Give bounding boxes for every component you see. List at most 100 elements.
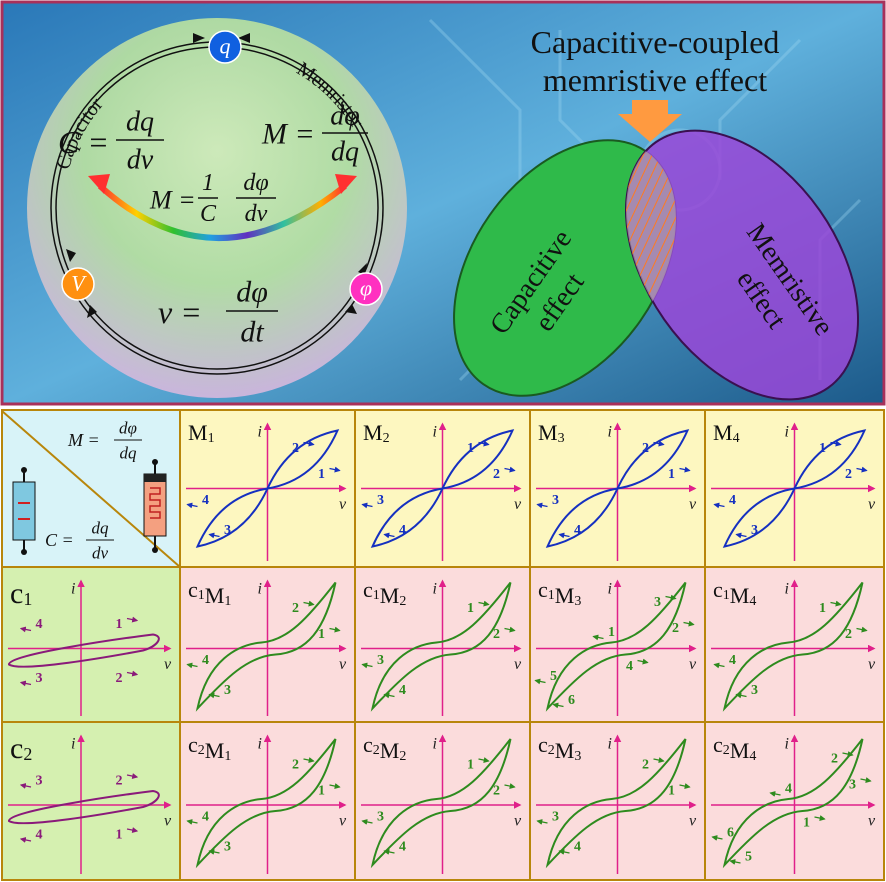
branch-number: 3 [751,683,758,698]
branch-number: 1 [318,467,325,482]
branch-arrow [361,502,373,509]
branch-arrow [186,818,198,825]
voltage-axis-label: v [689,813,697,830]
branch-arrow [504,466,516,473]
label-main: c [188,577,198,602]
current-axis-label: i [258,736,262,753]
branch-arrow [126,670,139,677]
label-main: c [713,732,723,757]
branch-number: 3 [36,774,43,789]
branch-arrow [856,466,868,473]
node-v-label: V [71,271,87,296]
branch-number: 1 [608,625,615,640]
current-axis-label: i [433,581,437,598]
branch-arrow [504,783,516,790]
label-main: c [363,577,373,602]
branch-number: 6 [727,826,734,841]
eq-lhs: v = [158,294,202,330]
voltage-axis-label: v [164,656,172,673]
branch-number: 2 [493,784,500,799]
branch-arrow [558,848,570,855]
cell-label: c1M3 [538,577,581,609]
branch-arrow [536,818,548,825]
branch-arrow [478,600,490,607]
voltage-axis-label: v [689,656,697,673]
current-axis-label: i [71,736,75,753]
branch-arrow [186,662,198,669]
cell-label: M2 [363,420,390,446]
branch-number: 4 [202,810,209,825]
cell-label: c2M4 [713,732,756,764]
voltage-axis-label: v [514,813,522,830]
eq-num: dφ [243,170,268,196]
branch-number: 3 [377,810,384,825]
label-main: c [538,577,548,602]
iv-curve [370,581,512,712]
eq-den: dv [245,201,268,227]
branch-arrow [536,502,548,509]
eq-memristor: M = dφ dq [261,101,368,168]
branch-arrow [383,848,395,855]
branch-arrow [19,836,32,843]
eq-num: dφ [119,419,137,438]
branch-number: 2 [642,441,649,456]
branch-number: 3 [552,493,559,508]
branch-arrow [329,783,341,790]
branch-number: 3 [224,683,231,698]
eq-num: dφ [330,101,360,132]
branch-number: 4 [202,493,209,508]
branch-number: 2 [292,758,299,773]
branch-arrow [637,658,649,665]
branch-number: 4 [399,523,406,538]
branch-number: 2 [292,601,299,616]
node-v [61,267,95,301]
voltage-axis-label: v [689,496,697,513]
label-main: M [713,420,733,445]
rainbow-arrowhead [88,174,110,194]
eq-lhs: M = [261,118,315,151]
cell-label: M1 [188,420,215,446]
eq-den: dv [92,544,109,563]
branch-arrow [534,678,546,685]
voltage-axis-label: v [868,656,876,673]
branch-arrow [814,815,826,822]
branch-arrow [208,532,220,539]
branch-number: 1 [668,467,675,482]
branch-arrow [19,626,32,633]
voltage-axis-label: v [164,813,172,830]
iv-curve [7,789,160,825]
memristive-ellipse [624,129,860,401]
branch-number: 4 [36,617,43,632]
branch-arrow [126,773,139,780]
label-sub: 2 [548,743,555,758]
branch-arrow [683,620,695,627]
branch-number: 4 [574,840,581,855]
iv-curve [545,429,690,548]
branch-number: 4 [729,653,736,668]
label-sub: 3 [558,431,565,446]
label-sub: 1 [723,588,730,603]
branch-number: 2 [845,467,852,482]
branch-arrow [830,600,842,607]
branch-number: 1 [467,441,474,456]
label-sub: 3 [574,594,581,609]
branch-arrow [208,848,220,855]
eq-num: 1 [202,170,214,196]
label-sub: 1 [373,588,380,603]
branch-number: 4 [399,683,406,698]
current-axis-label: i [785,424,789,441]
branch-number: 2 [831,752,838,767]
node-phi [349,272,383,306]
current-axis-label: i [258,424,262,441]
cell-label: M3 [538,420,565,446]
iv-curve [195,429,340,548]
branch-number: 6 [568,693,575,708]
